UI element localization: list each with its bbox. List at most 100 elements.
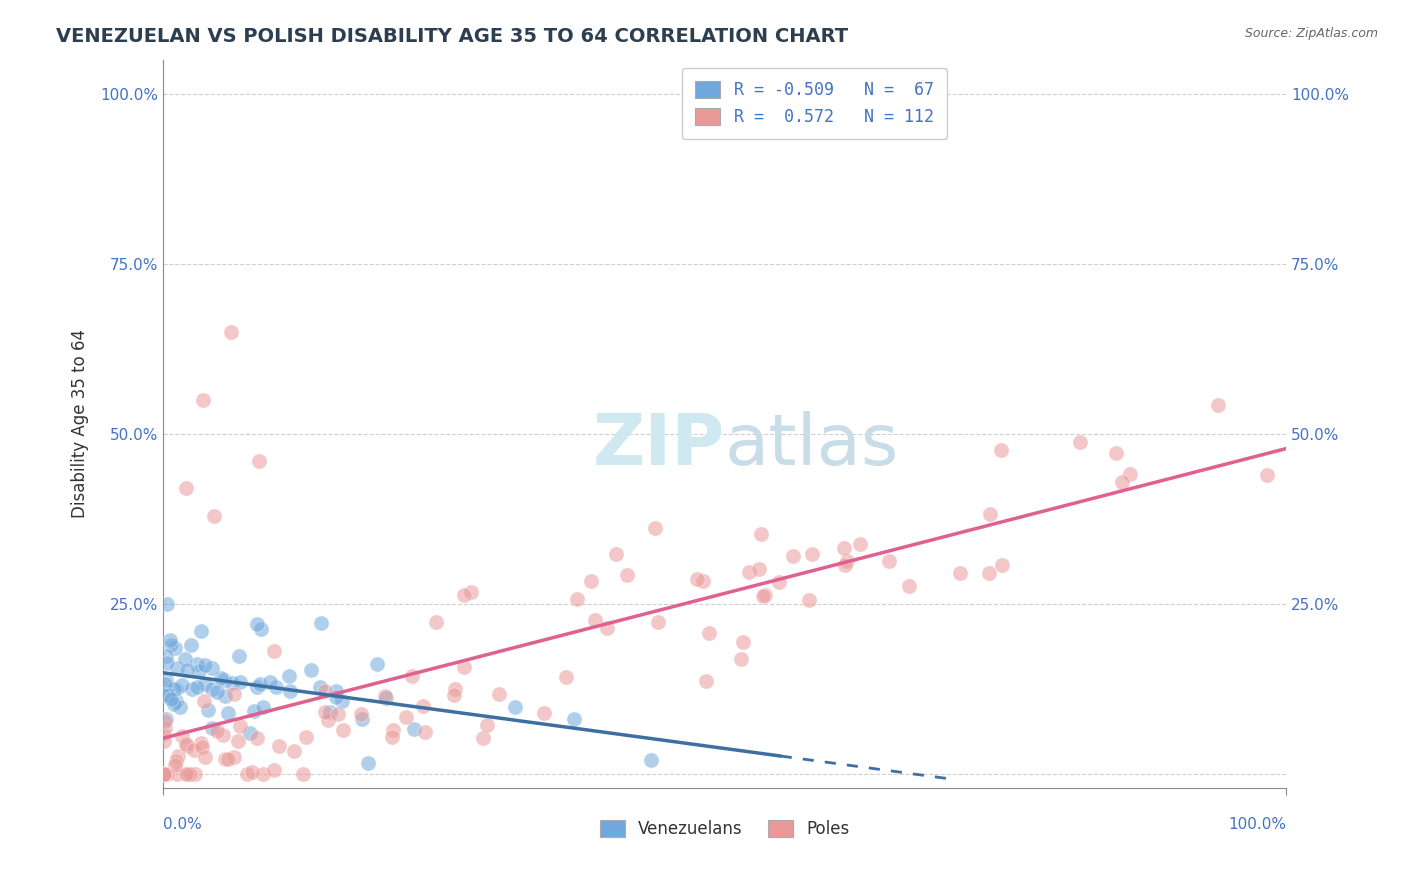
Poles xyxy=(731,635,754,649)
Poles xyxy=(1111,475,1133,489)
Venezuelans xyxy=(160,638,183,652)
Poles xyxy=(832,541,855,555)
Venezuelans xyxy=(239,726,262,740)
Poles xyxy=(240,764,263,779)
Poles xyxy=(1105,446,1128,460)
Venezuelans xyxy=(264,680,287,694)
Poles xyxy=(332,723,354,738)
Poles xyxy=(848,536,870,550)
Poles xyxy=(267,739,290,754)
Poles xyxy=(179,767,201,781)
Venezuelans xyxy=(176,663,198,677)
Poles xyxy=(263,763,285,777)
Venezuelans xyxy=(152,688,174,702)
Poles xyxy=(245,731,267,745)
Venezuelans xyxy=(278,669,301,683)
Poles xyxy=(211,728,233,742)
Poles xyxy=(749,526,772,541)
Venezuelans xyxy=(301,663,323,677)
Poles xyxy=(165,758,187,772)
Venezuelans xyxy=(243,704,266,718)
Venezuelans xyxy=(252,699,274,714)
Venezuelans xyxy=(186,657,208,671)
Venezuelans xyxy=(169,700,191,714)
Venezuelans xyxy=(163,641,186,656)
Venezuelans xyxy=(562,712,585,726)
Poles xyxy=(152,727,174,741)
Venezuelans xyxy=(166,660,188,674)
Poles xyxy=(176,766,198,780)
Poles xyxy=(326,707,349,722)
Poles xyxy=(176,739,198,753)
Venezuelans xyxy=(163,681,186,696)
Legend: Venezuelans, Poles: Venezuelans, Poles xyxy=(593,814,856,845)
Venezuelans xyxy=(325,683,347,698)
Poles xyxy=(153,714,176,729)
Poles xyxy=(194,750,217,764)
Venezuelans xyxy=(186,681,208,695)
Poles xyxy=(350,706,373,721)
Poles xyxy=(153,767,176,781)
Venezuelans xyxy=(194,677,217,691)
Poles xyxy=(314,683,336,698)
Poles xyxy=(1256,467,1278,482)
Poles xyxy=(692,574,714,589)
Poles xyxy=(991,558,1014,572)
Poles xyxy=(236,767,259,781)
Poles xyxy=(686,573,709,587)
Poles xyxy=(222,750,245,764)
Venezuelans xyxy=(160,691,183,706)
Venezuelans xyxy=(156,597,179,611)
Poles xyxy=(314,706,336,720)
Poles xyxy=(174,737,197,751)
Venezuelans xyxy=(209,671,232,685)
Poles xyxy=(283,744,305,758)
Poles xyxy=(730,652,752,666)
Venezuelans xyxy=(404,723,426,737)
Venezuelans xyxy=(155,648,177,663)
Venezuelans xyxy=(249,622,271,636)
Venezuelans xyxy=(201,721,224,735)
Venezuelans xyxy=(212,673,235,687)
Venezuelans xyxy=(156,688,179,702)
Poles xyxy=(752,590,775,604)
Poles xyxy=(443,688,465,702)
Venezuelans xyxy=(217,706,239,720)
Poles xyxy=(191,740,214,755)
Poles xyxy=(1069,435,1091,450)
Poles xyxy=(754,588,776,602)
Venezuelans xyxy=(640,753,662,767)
Venezuelans xyxy=(319,705,342,719)
Venezuelans xyxy=(187,664,209,678)
Poles xyxy=(1119,467,1142,482)
Poles xyxy=(488,687,510,701)
Poles xyxy=(460,584,482,599)
Poles xyxy=(801,547,824,561)
Poles xyxy=(174,767,197,781)
Venezuelans xyxy=(278,684,301,698)
Venezuelans xyxy=(155,712,177,726)
Venezuelans xyxy=(201,661,224,675)
Poles xyxy=(166,767,188,781)
Venezuelans xyxy=(221,675,243,690)
Poles xyxy=(401,669,423,683)
Poles xyxy=(374,689,396,703)
Venezuelans xyxy=(309,616,332,631)
Poles xyxy=(247,454,270,468)
Poles xyxy=(229,719,252,733)
Poles xyxy=(170,729,193,743)
Venezuelans xyxy=(181,682,204,697)
Poles xyxy=(263,643,285,657)
Poles xyxy=(471,731,494,745)
Venezuelans xyxy=(308,680,330,694)
Poles xyxy=(395,710,418,724)
Poles xyxy=(697,626,720,640)
Text: 0.0%: 0.0% xyxy=(163,817,202,832)
Venezuelans xyxy=(357,756,380,771)
Poles xyxy=(533,706,555,720)
Poles xyxy=(990,442,1012,457)
Venezuelans xyxy=(194,657,217,672)
Poles xyxy=(318,713,340,727)
Poles xyxy=(156,767,179,781)
Venezuelans xyxy=(197,703,219,717)
